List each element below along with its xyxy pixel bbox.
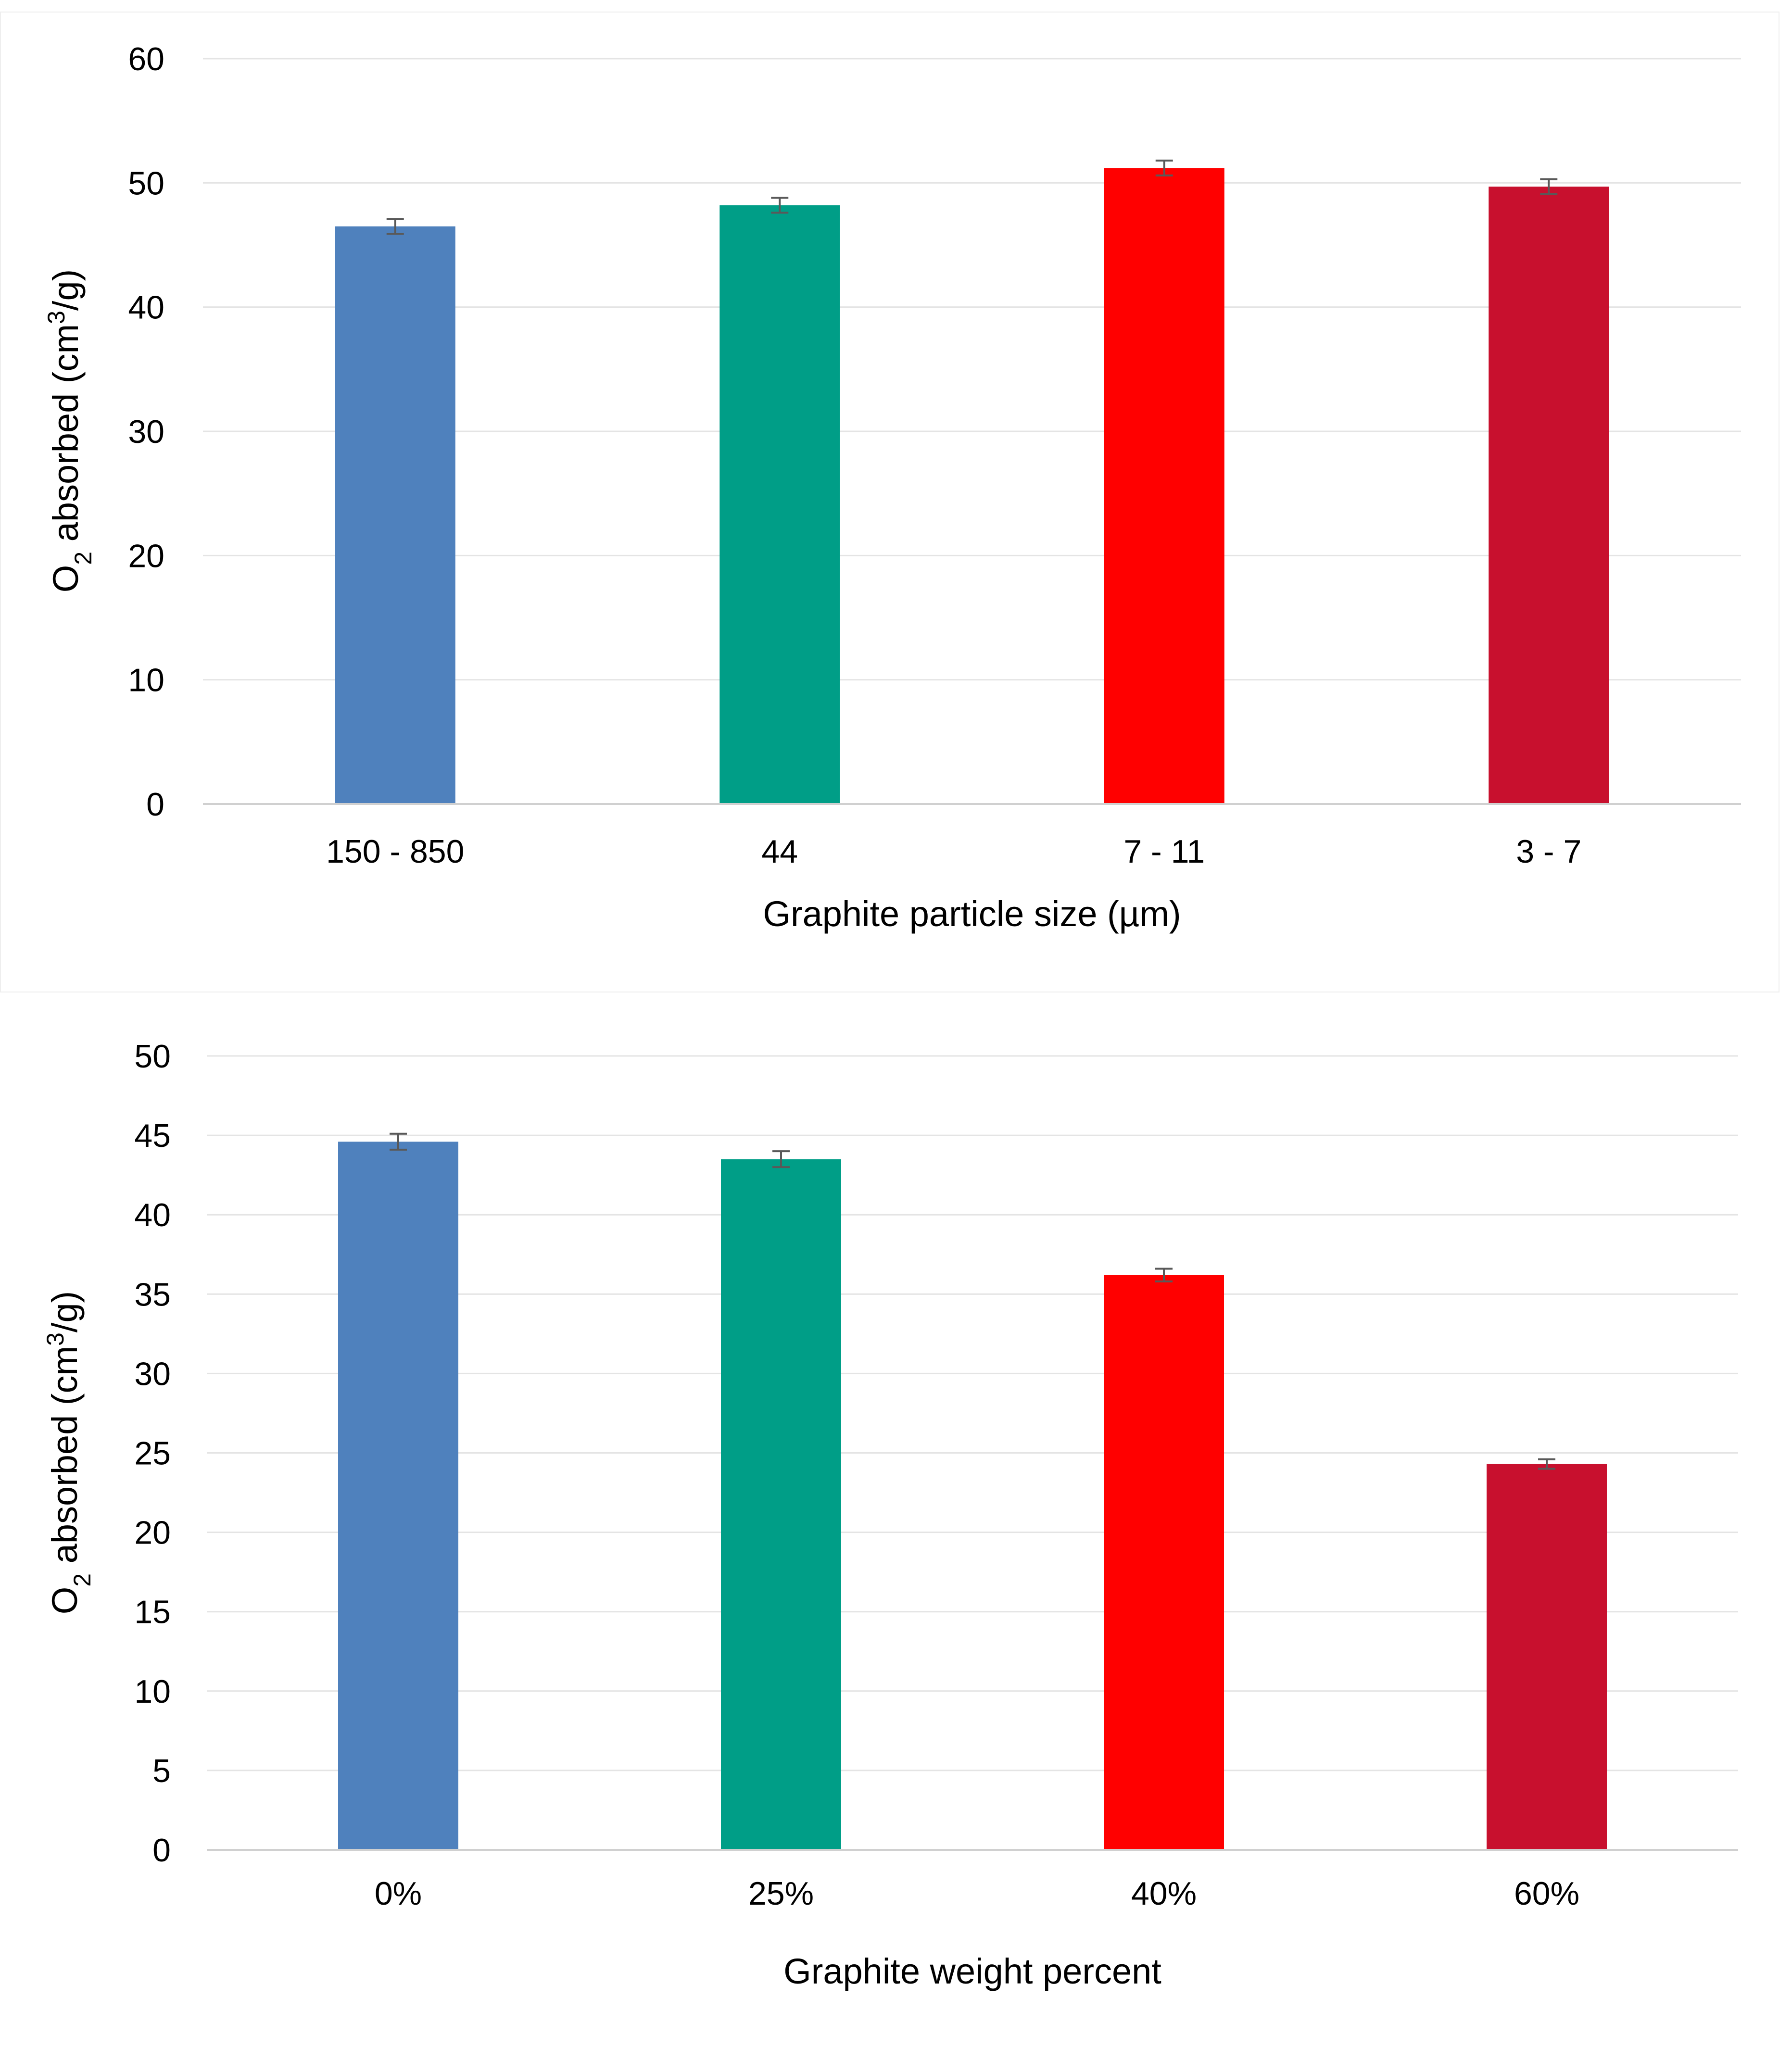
weight-percent-chart: 0 5 10 15 20 25 30 35 40 45 50 0% 25% 40% 60% Graphite … [42,1038,1738,1991]
error-bar [390,1132,407,1151]
x-axis-title: Graphite weight percent [783,1951,1161,1991]
bar [335,226,455,804]
y-tick-label: 10 [134,1673,171,1710]
y-axis-title: O2 absorbed (cm3/g) [43,269,97,593]
y-axis-title-pre: O [45,1587,85,1615]
y-tick-label: 50 [134,1038,171,1075]
x-tick-label: 25% [748,1875,814,1912]
y-tick-label: 0 [152,1832,171,1869]
y-axis-title-sub: 2 [69,1573,96,1587]
y-axis-title-sup: 3 [43,311,70,324]
bar [721,1159,841,1850]
y-axis-title: O2 absorbed (cm3/g) [42,1291,96,1615]
y-tick-label: 45 [134,1118,171,1154]
y-axis-title-post: /g) [46,269,86,311]
y-axis-title-post: /g) [45,1291,85,1332]
y-tick-label: 35 [134,1276,171,1313]
y-tick-label: 30 [134,1356,171,1392]
y-axis-title-sub: 2 [70,552,97,565]
y-tick-label: 50 [128,165,164,201]
bar [338,1142,458,1850]
y-tick-label: 0 [146,786,164,823]
bar [1487,1464,1607,1850]
error-bar [772,1150,790,1168]
y-tick-label: 60 [128,41,164,77]
error-bar [1538,1458,1555,1470]
y-tick-label: 40 [134,1197,171,1233]
error-bar [771,197,789,214]
bar [1489,187,1609,804]
y-tick-label: 15 [134,1594,171,1631]
x-tick-label: 60% [1514,1875,1579,1912]
y-tick-label: 20 [128,538,164,574]
bar [719,205,840,804]
chart-panel-particle-size: 0 10 20 30 40 50 60 150 - 850 44 7 - 11 3 - 7 Graph… [0,12,1779,992]
particle-size-chart: 0 10 20 30 40 50 60 150 - 850 44 7 - 11 3 - 7 Graph… [43,41,1741,934]
x-tick-label: 40% [1131,1875,1197,1912]
x-tick-label: 44 [761,833,798,870]
y-tick-label: 10 [128,662,164,699]
error-bar [386,218,404,235]
bar [1104,168,1224,804]
x-tick-label: 150 - 850 [326,833,464,870]
x-axis-title: Graphite particle size (µm) [763,894,1181,934]
y-axis-title-pre: O [46,565,86,593]
error-bar [1540,178,1558,195]
x-tick-label: 0% [375,1875,422,1912]
y-tick-label: 20 [134,1515,171,1551]
error-bar [1155,159,1173,176]
y-tick-label: 30 [128,414,164,450]
y-tick-label: 5 [152,1753,171,1789]
x-tick-label: 7 - 11 [1123,833,1205,870]
error-bar [1155,1268,1173,1282]
chart-panel-weight-percent: 0 5 10 15 20 25 30 35 40 45 50 0% 25% 40% 60% Graphite … [0,1003,1792,2032]
y-axis-title-mid: absorbed (cm [45,1346,85,1573]
bar [1104,1275,1224,1850]
y-axis-title-sup: 3 [42,1332,69,1346]
y-axis-title-mid: absorbed (cm [46,324,86,552]
y-tick-label: 25 [134,1435,171,1472]
x-tick-label: 3 - 7 [1516,833,1581,870]
y-tick-label: 40 [128,289,164,326]
